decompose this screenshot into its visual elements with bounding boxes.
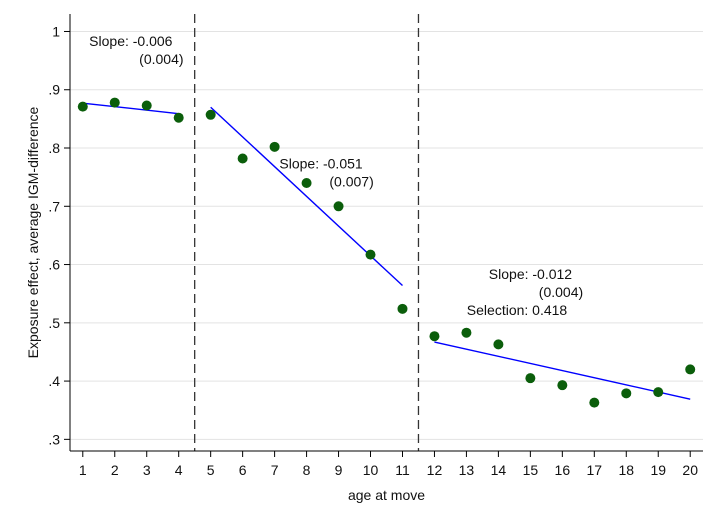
x-tick-label: 9 (335, 462, 343, 478)
y-tick-label: 1 (52, 23, 60, 39)
x-tick-label: 17 (587, 462, 603, 478)
divider-lines (194, 14, 420, 451)
annotation: Slope: -0.006 (0.004) (89, 33, 183, 67)
data-points (77, 97, 696, 408)
data-point (589, 397, 600, 408)
annotation-text: (0.004) (539, 284, 583, 300)
data-point (269, 141, 280, 152)
data-point (205, 109, 216, 120)
data-point (109, 97, 120, 108)
y-tick-label: .4 (48, 373, 60, 389)
x-tick-label: 4 (175, 462, 183, 478)
data-point (653, 387, 664, 398)
axes (69, 14, 703, 452)
data-point (365, 249, 376, 260)
data-point (237, 153, 248, 164)
x-tick-label: 20 (682, 462, 698, 478)
x-axis-label: age at move (348, 487, 425, 503)
x-tick-label: 12 (427, 462, 443, 478)
x-tick-label: 14 (491, 462, 507, 478)
data-point (429, 331, 440, 342)
x-tick-label: 5 (207, 462, 215, 478)
data-point (333, 201, 344, 212)
x-tick-label: 16 (555, 462, 571, 478)
x-tick-label: 6 (239, 462, 247, 478)
x-tick-label: 11 (395, 462, 410, 478)
annotation-text: Slope: -0.051 (279, 155, 362, 171)
x-tick-label: 3 (143, 462, 151, 478)
annotation-text: Selection: 0.418 (467, 302, 568, 318)
data-point (77, 101, 88, 112)
y-tick-label: .3 (48, 431, 60, 447)
data-point (525, 373, 536, 384)
data-point (301, 177, 312, 188)
grid-lines (70, 30, 703, 440)
data-point (173, 112, 184, 123)
annotation-text: (0.007) (329, 173, 373, 189)
fit-line (210, 106, 403, 287)
x-tick-label: 19 (650, 462, 666, 478)
y-tick-label: .6 (48, 257, 60, 273)
x-tick-label: 15 (523, 462, 539, 478)
fit-line (82, 102, 179, 115)
data-point (621, 388, 632, 399)
annotation: Slope: -0.012 (0.004) Selection: 0.418 (467, 266, 583, 318)
x-tick-label: 8 (303, 462, 311, 478)
data-point (141, 100, 152, 111)
annotation-text: Slope: -0.006 (89, 33, 172, 49)
x-tick-label: 10 (363, 462, 379, 478)
x-axis-ticks: 1 2 3 4 5 6 7 8 9 10 11 12 13 14 15 16 17 18 19 20 (79, 451, 698, 478)
y-tick-label: .9 (48, 82, 60, 98)
x-tick-label: 18 (618, 462, 634, 478)
annotation: Slope: -0.051 (0.007) (279, 155, 373, 189)
x-tick-label: 7 (271, 462, 279, 478)
annotations: Slope: -0.006 (0.004) Slope: -0.051 (0.007)… (89, 33, 583, 318)
x-tick-label: 13 (459, 462, 475, 478)
y-tick-label: .8 (48, 140, 60, 156)
data-point (493, 339, 504, 350)
y-tick-label: .5 (48, 315, 60, 331)
data-point (397, 303, 408, 314)
x-tick-label: 2 (111, 462, 119, 478)
data-point (461, 327, 472, 338)
x-tick-label: 1 (79, 462, 87, 478)
y-tick-label: .7 (48, 198, 60, 214)
y-axis-ticks: .3 .4 .5 .6 .7 .8 .9 1 (48, 23, 70, 447)
annotation-text: (0.004) (139, 51, 183, 67)
data-point (685, 364, 696, 375)
y-axis-label: Exposure effect, average IGM-difference (25, 106, 41, 358)
data-point (557, 380, 568, 391)
fit-line (434, 341, 691, 400)
annotation-text: Slope: -0.012 (489, 266, 572, 282)
